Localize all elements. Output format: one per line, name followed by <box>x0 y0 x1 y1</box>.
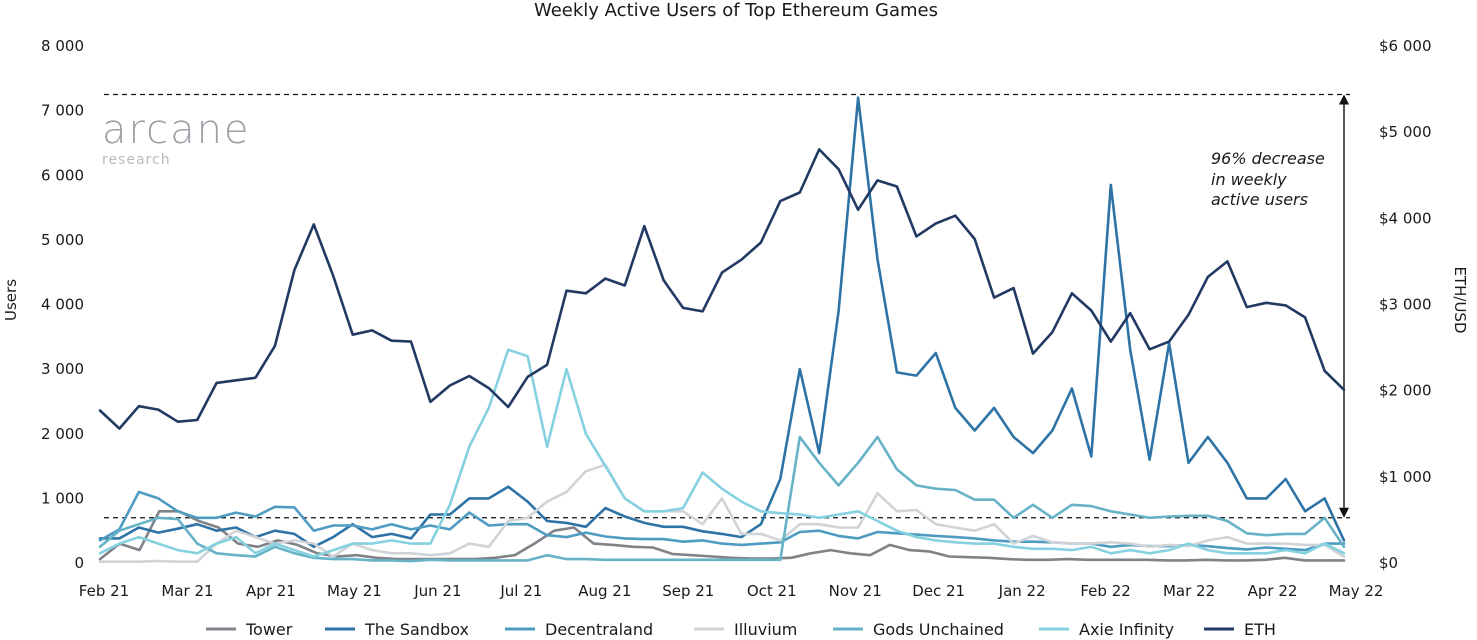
logo-subtitle: research <box>102 152 171 168</box>
x-tick-label: Mar 21 <box>161 582 213 600</box>
y2-tick-label: $6 000 <box>1379 37 1432 55</box>
x-tick-label: Aug 21 <box>578 582 631 600</box>
series-line-axie-infinity <box>98 348 1346 558</box>
y-tick-label: 2 000 <box>41 425 84 443</box>
x-tick-label: Feb 22 <box>1080 582 1130 600</box>
x-tick-label: Sep 21 <box>662 582 714 600</box>
x-tick-label: Mar 22 <box>1163 582 1215 600</box>
y-tick-label: 0 <box>74 554 84 572</box>
logo-wordmark: arcane <box>102 107 251 153</box>
legend-label-the-sandbox: The Sandbox <box>364 620 469 639</box>
x-axis-ticks: Feb 21 Mar 21 Apr 21 May 21 Jun 21 Jul 21 Aug … <box>79 582 1384 600</box>
series-line-illuvium <box>98 463 1346 564</box>
series-line-tower <box>98 509 1346 562</box>
series-line-the-sandbox <box>98 96 1346 549</box>
annotation-arrow-down-head <box>1339 507 1349 518</box>
x-tick-label: Jul 21 <box>499 582 542 600</box>
series-line-gods-unchained <box>98 435 1346 563</box>
annotation-arrow-up-head <box>1339 94 1349 105</box>
y2-tick-label: $4 000 <box>1379 209 1432 227</box>
y-tick-label: 5 000 <box>41 231 84 249</box>
y2-axis-label: ETH/USD <box>1451 266 1469 333</box>
x-tick-label: Jun 21 <box>413 582 461 600</box>
y2-tick-label: $3 000 <box>1379 296 1432 314</box>
y-tick-label: 3 000 <box>41 360 84 378</box>
x-tick-label: May 22 <box>1329 582 1384 600</box>
x-tick-label: Oct 21 <box>747 582 797 600</box>
y-tick-label: 6 000 <box>41 166 84 184</box>
legend-label-decentraland: Decentraland <box>545 620 653 639</box>
legend-label-illuvium: Illuvium <box>734 620 797 639</box>
legend-label-axie-infinity: Axie Infinity <box>1079 620 1174 639</box>
y2-tick-label: $0 <box>1379 554 1398 572</box>
y2-tick-label: $1 000 <box>1379 468 1432 486</box>
x-tick-label: Nov 21 <box>829 582 882 600</box>
legend-label-tower: Tower <box>245 620 293 639</box>
y-tick-label: 1 000 <box>41 489 84 507</box>
chart-title: Weekly Active Users of Top Ethereum Game… <box>534 0 938 21</box>
x-tick-label: Feb 21 <box>79 582 129 600</box>
x-tick-label: May 21 <box>327 582 382 600</box>
x-tick-label: Apr 21 <box>246 582 296 600</box>
series-line-eth <box>98 148 1346 430</box>
arcane-logo: arcane research <box>102 107 251 168</box>
y-axis-label: Users <box>2 279 20 321</box>
x-tick-label: Dec 21 <box>912 582 965 600</box>
annotation-line-3: active users <box>1211 190 1308 209</box>
annotation-line-1: 96% decrease <box>1211 149 1325 168</box>
annotation-line-2: in weekly <box>1211 170 1287 189</box>
x-tick-label: Apr 22 <box>1248 582 1298 600</box>
y2-axis-ticks: $0 $1 000 $2 000 $3 000 $4 000 $5 000 $6 000 <box>1379 37 1432 572</box>
y-tick-label: 8 000 <box>41 37 84 55</box>
legend: Tower The Sandbox Decentraland Illuvium Gods… <box>206 620 1276 639</box>
y-axis-ticks: 0 1 000 2 000 3 000 4 000 5 000 6 000 7 000 8 00… <box>41 37 84 572</box>
y2-tick-label: $5 000 <box>1379 123 1432 141</box>
legend-label-gods-unchained: Gods Unchained <box>873 620 1004 639</box>
y-tick-label: 4 000 <box>41 296 84 314</box>
x-tick-label: Jan 22 <box>998 582 1046 600</box>
y2-tick-label: $2 000 <box>1379 382 1432 400</box>
y-tick-label: 7 000 <box>41 102 84 120</box>
legend-label-eth: ETH <box>1244 620 1276 639</box>
series-lines <box>98 96 1346 564</box>
decrease-annotation <box>104 93 1350 519</box>
